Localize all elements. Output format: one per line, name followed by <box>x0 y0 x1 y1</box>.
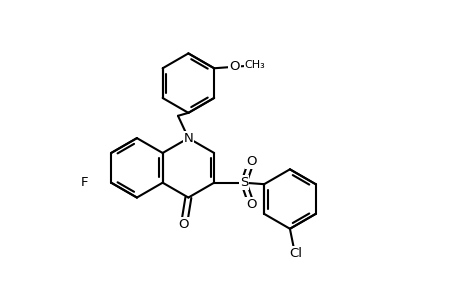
Text: CH₃: CH₃ <box>244 60 265 70</box>
Text: N: N <box>183 132 193 145</box>
Text: Cl: Cl <box>289 247 302 260</box>
Text: O: O <box>246 198 256 211</box>
Text: S: S <box>239 176 247 189</box>
Text: O: O <box>229 60 239 73</box>
Text: O: O <box>246 155 256 168</box>
Text: O: O <box>178 218 189 231</box>
Text: F: F <box>80 176 88 189</box>
